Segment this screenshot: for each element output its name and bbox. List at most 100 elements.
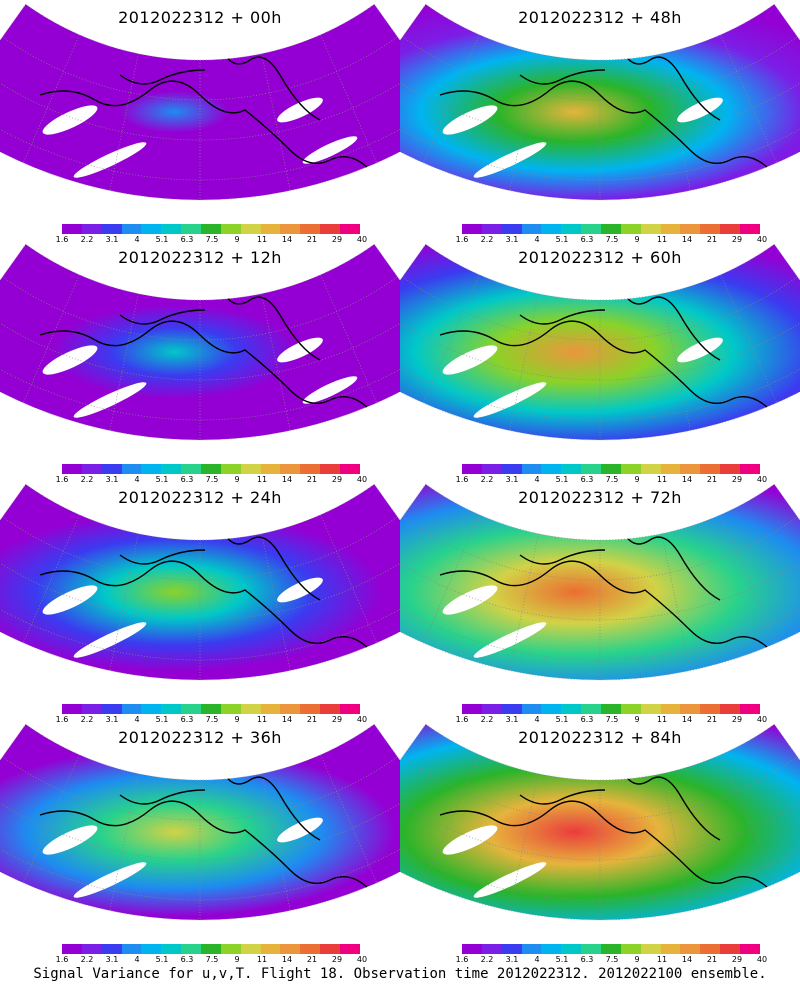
legend-tick-label: 2.2 [80, 955, 94, 964]
legend-swatch [462, 704, 482, 714]
legend-tick-label: 2.2 [80, 235, 94, 244]
legend-swatch [680, 224, 701, 234]
legend-swatch [141, 224, 162, 234]
legend-swatch [260, 464, 281, 474]
legend-swatch [601, 464, 621, 474]
legend-swatch [481, 464, 502, 474]
legend-tick-label: 11 [256, 955, 268, 964]
legend-tick-label: 11 [656, 955, 668, 964]
legend-tick-label: 14 [281, 475, 293, 484]
legend-tick-label: 7.5 [605, 955, 619, 964]
legend-swatch [240, 224, 261, 234]
legend-swatch [700, 704, 721, 714]
legend-swatch [320, 224, 341, 234]
legend-swatch [501, 224, 522, 234]
legend-tick-label: 4 [134, 715, 140, 724]
panel-title: 2012022312 + 72h [518, 488, 682, 507]
legend-swatch [340, 704, 360, 714]
legend-tick-label: 7.5 [205, 235, 219, 244]
legend-tick-label: 7.5 [605, 235, 619, 244]
legend-tick-label: 40 [356, 715, 368, 724]
legend-swatch [81, 944, 102, 954]
legend-swatch [181, 944, 202, 954]
legend-swatch [660, 704, 681, 714]
legend-swatch [121, 704, 142, 714]
legend-ticks: 1.6 2.2 3.1 4 5.1 6.3 7.5 9 11 14 21 29 40 [452, 715, 772, 727]
legend-swatch [220, 224, 241, 234]
variance-map [400, 243, 800, 441]
legend-tick-label: 3.1 [105, 715, 119, 724]
legend-swatch [481, 704, 502, 714]
legend-swatch [181, 464, 202, 474]
legend-swatch [581, 704, 602, 714]
legend-swatch [280, 464, 301, 474]
color-legend [62, 464, 360, 474]
legend-tick-label: 14 [281, 715, 293, 724]
panel-title: 2012022312 + 60h [518, 248, 682, 267]
legend-tick-label: 5.1 [555, 715, 569, 724]
legend-tick-label: 2.2 [80, 475, 94, 484]
legend-swatch [720, 944, 741, 954]
legend-swatch [181, 704, 202, 714]
legend-swatch [620, 464, 641, 474]
legend-swatch [320, 944, 341, 954]
legend-swatch [81, 224, 102, 234]
legend-tick-label: 6.3 [180, 955, 194, 964]
legend-swatch [640, 944, 661, 954]
legend-tick-label: 40 [756, 235, 768, 244]
legend-swatch [740, 944, 760, 954]
legend-tick-label: 4 [534, 715, 540, 724]
legend-tick-label: 40 [756, 715, 768, 724]
legend-tick-label: 6.3 [180, 715, 194, 724]
legend-tick-label: 29 [331, 235, 343, 244]
legend-tick-label: 1.6 [455, 235, 469, 244]
legend-ticks: 1.6 2.2 3.1 4 5.1 6.3 7.5 9 11 14 21 29 40 [452, 235, 772, 247]
legend-tick-label: 1.6 [55, 715, 69, 724]
legend-tick-label: 3.1 [105, 475, 119, 484]
legend-tick-label: 9 [634, 715, 640, 724]
variance-map [400, 483, 800, 681]
legend-tick-label: 6.3 [580, 475, 594, 484]
legend-tick-label: 29 [731, 475, 743, 484]
panel-title: 2012022312 + 24h [118, 488, 282, 507]
legend-tick-label: 7.5 [605, 715, 619, 724]
legend-swatch [581, 464, 602, 474]
legend-swatch [121, 464, 142, 474]
color-legend [62, 944, 360, 954]
legend-tick-label: 14 [681, 235, 693, 244]
legend-tick-label: 40 [356, 475, 368, 484]
legend-tick-label: 9 [234, 955, 240, 964]
legend-tick-label: 1.6 [455, 715, 469, 724]
legend-ticks: 1.6 2.2 3.1 4 5.1 6.3 7.5 9 11 14 21 29 40 [52, 475, 372, 487]
legend-swatch [640, 464, 661, 474]
legend-swatch [201, 944, 221, 954]
legend-ticks: 1.6 2.2 3.1 4 5.1 6.3 7.5 9 11 14 21 29 40 [52, 235, 372, 247]
legend-tick-label: 29 [331, 475, 343, 484]
panel-title: 2012022312 + 00h [118, 8, 282, 27]
legend-swatch [340, 464, 360, 474]
panel-title: 2012022312 + 12h [118, 248, 282, 267]
legend-swatch [720, 704, 741, 714]
legend-tick-label: 5.1 [555, 475, 569, 484]
map-panel: 2012022312 + 36h 1.6 2.2 3.1 4 5.1 6.3 7.5 9 11 14… [0, 720, 400, 964]
legend-swatch [240, 704, 261, 714]
legend-swatch [620, 224, 641, 234]
legend-tick-label: 9 [234, 235, 240, 244]
legend-tick-label: 40 [756, 475, 768, 484]
legend-swatch [240, 464, 261, 474]
legend-tick-label: 3.1 [505, 955, 519, 964]
legend-swatch [81, 704, 102, 714]
legend-swatch [220, 944, 241, 954]
legend-swatch [121, 944, 142, 954]
legend-swatch [201, 704, 221, 714]
legend-swatch [640, 224, 661, 234]
legend-tick-label: 1.6 [455, 475, 469, 484]
legend-swatch [501, 944, 522, 954]
legend-swatch [101, 944, 122, 954]
legend-swatch [462, 464, 482, 474]
legend-tick-label: 5.1 [555, 955, 569, 964]
legend-tick-label: 40 [356, 955, 368, 964]
map-panel: 2012022312 + 12h 1.6 2.2 3.1 4 5.1 6.3 7.5 9 11 14… [0, 240, 400, 484]
panel-title: 2012022312 + 36h [118, 728, 282, 747]
legend-tick-label: 21 [306, 475, 318, 484]
